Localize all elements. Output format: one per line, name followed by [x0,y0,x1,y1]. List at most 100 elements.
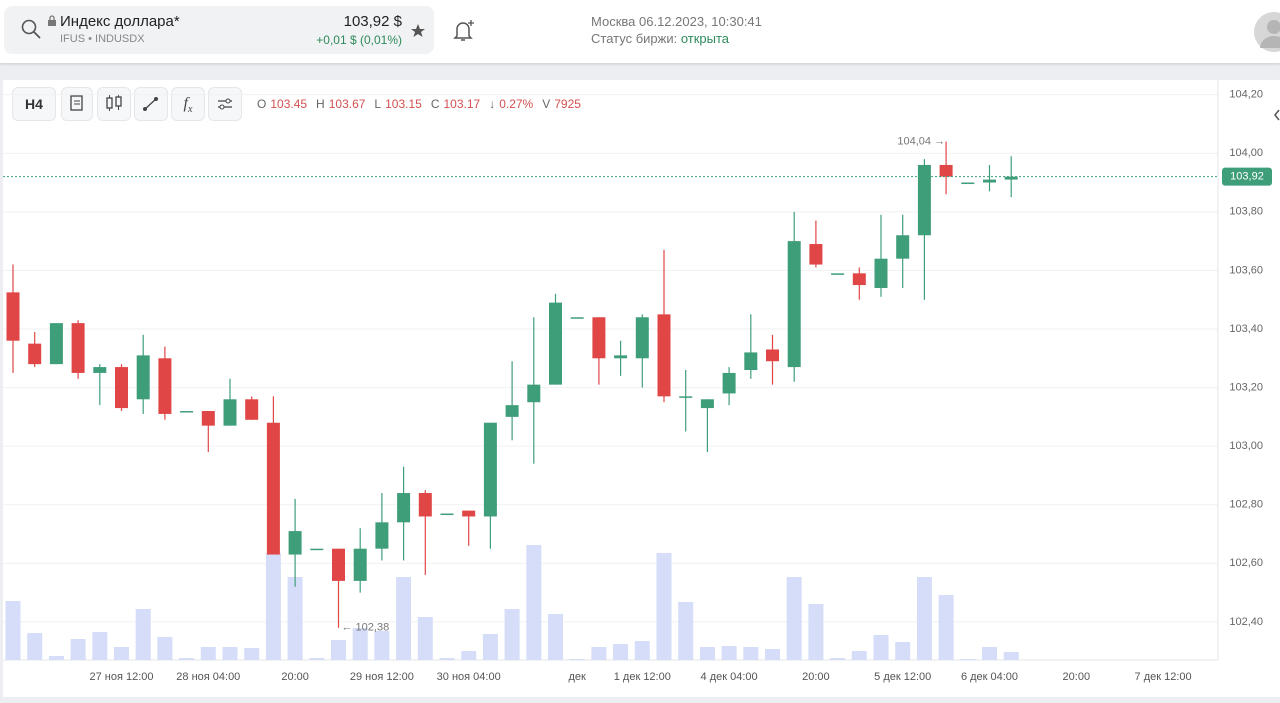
tool-button[interactable] [61,87,93,121]
candle-body [635,317,649,359]
volume-bar [70,639,86,660]
x-tick-label: 7 дек 12:00 [1135,671,1192,683]
candle-body [223,399,237,426]
star-icon[interactable] [410,23,426,39]
volume-bar [851,651,867,660]
legend-value: 0.27% [499,97,534,111]
volume-bar [830,658,846,660]
volume-bar [309,658,325,660]
y-tick-label: 103,80 [1229,206,1263,218]
volume-bar [591,647,607,660]
collapse-arrow [1274,109,1280,121]
search-icon[interactable] [20,18,42,40]
volume-bar [634,641,650,660]
candle-body [158,358,172,414]
candle-body [332,548,345,581]
candle-body [831,273,845,275]
volume-bar [569,659,585,660]
legend-key: L [374,97,382,111]
volume-bar [960,659,976,660]
volume-bar [721,646,737,660]
y-tick-label: 104,20 [1229,89,1263,101]
candle-body [201,411,215,426]
x-tick-label: 6 дек 04:00 [961,671,1018,683]
candle-body [549,302,562,385]
volume-bar [656,552,672,660]
volume-bar [461,651,477,660]
legend-value: 103.67 [328,97,366,111]
candle-body [375,522,389,549]
legend-value: 103.15 [385,97,422,111]
legend-value: 103.17 [443,97,481,111]
x-tick-label: 20:00 [1063,671,1091,683]
bell-icon[interactable] [452,19,476,43]
volume-bar [244,648,260,660]
tool-button[interactable] [97,87,131,121]
candle-body [353,548,367,581]
extreme-label: 104,04 → [897,135,945,147]
volume-bar [548,614,563,660]
timeframe-button[interactable]: H4 [12,87,56,121]
x-tick-label: 30 ноя 04:00 [437,671,501,683]
volume-bar [265,553,281,660]
volume-bar [439,658,455,660]
status-label: Статус биржи: [591,31,678,46]
volume-bar [916,577,932,660]
candle-body [983,179,996,183]
candle-body [93,367,107,373]
candle-body [679,396,693,398]
legend-key: V [542,97,551,111]
instrument-name: Индекс доллара* [60,13,180,30]
volume-bar [982,647,997,660]
candle-body [440,513,454,516]
candle-body [6,292,20,341]
current-price-label: 103,92 [1230,171,1264,183]
volume-bar [938,595,954,660]
candle-body [462,510,476,517]
location-time: Москва 06.12.2023, 10:30:41 [591,14,762,29]
volume-bar [396,577,412,660]
candle-body [852,273,866,286]
extreme-label: ← 102,38 [342,622,390,634]
volume-bar [699,647,715,660]
tool-button[interactable] [134,87,168,121]
x-tick-label: 29 ноя 12:00 [350,671,414,683]
volume-bar [1003,652,1019,660]
price: 103,92 $ [343,13,402,30]
settings-button[interactable] [208,87,242,121]
candle-body [570,317,584,319]
x-tick-label: 1 дек 12:00 [614,671,671,683]
candle-body [136,355,150,400]
candle-body [71,323,85,373]
volume-bar [765,649,780,660]
instrument-box[interactable]: Индекс доллара* IFUS • INDUSDX 103,92 $ … [4,6,434,54]
indicators-button[interactable]: fx [171,87,205,121]
exchange-status: Статус биржи: открыта [591,31,729,46]
candle-body [809,244,823,265]
volume-bar [48,656,64,660]
volume-bar [92,632,108,660]
volume-bar [135,609,151,660]
y-tick-label: 103,00 [1229,440,1263,452]
candle-body [483,422,497,517]
chart-card [3,80,1280,697]
legend-key: H [316,97,325,111]
volume-bar [157,637,173,660]
candle-body [592,317,606,359]
y-tick-label: 102,40 [1229,616,1263,628]
x-tick-label: дек [569,671,587,683]
volume-bar [613,644,629,660]
status-value: открыта [680,31,730,46]
x-tick-label: 20:00 [802,671,830,683]
candle-body [961,182,975,185]
volume-bar [873,635,889,660]
legend-key: C [430,97,440,111]
candle-body [766,349,779,362]
legend-value: 7925 [554,97,581,111]
avatar[interactable] [1253,12,1280,52]
current-price-tag [1222,167,1272,186]
candle-body [49,323,63,365]
candle-body [700,399,714,409]
